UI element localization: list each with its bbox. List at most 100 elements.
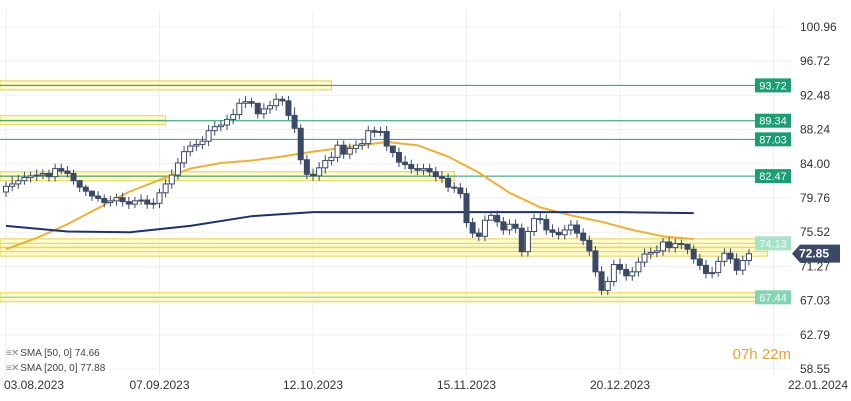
- candle-body-up: [3, 185, 9, 193]
- candle: [684, 243, 691, 255]
- candle-body-up: [659, 241, 666, 252]
- price-level-tag-label: 67.44: [759, 292, 787, 304]
- y-tick-label: 58.55: [800, 362, 830, 376]
- candle-body-down: [70, 172, 77, 182]
- candle-body-down: [82, 186, 89, 192]
- candle-body-up: [230, 114, 237, 120]
- candle-body-up: [322, 160, 329, 169]
- candle-body-up: [653, 250, 660, 253]
- price-level-tag: [755, 290, 791, 305]
- candle-body-up: [506, 223, 513, 231]
- candle: [383, 125, 390, 151]
- candle: [696, 254, 703, 271]
- candle: [438, 171, 445, 184]
- candle-body-down: [64, 170, 71, 174]
- candle-body-up: [709, 272, 716, 275]
- candle: [537, 212, 544, 225]
- candle: [310, 168, 316, 181]
- price-level-tag-label: 82.47: [759, 171, 787, 183]
- current-price-label: 72.85: [799, 247, 829, 261]
- candle-body-up: [641, 253, 648, 263]
- candle: [346, 143, 353, 159]
- candle-body-up: [21, 176, 28, 182]
- price-level-tag-label: 74.13: [759, 238, 787, 250]
- candle: [494, 210, 501, 227]
- indicator-settings-icon[interactable]: ≡✕: [6, 348, 19, 359]
- candle-body-down: [408, 164, 415, 170]
- candle-body-down: [45, 172, 52, 178]
- candle-body-up: [531, 218, 538, 233]
- y-tick-label: 96.72: [800, 54, 830, 68]
- candle-body-down: [537, 218, 544, 221]
- candle-body-down: [389, 145, 396, 153]
- candle: [629, 266, 636, 281]
- candle: [469, 217, 476, 238]
- candle: [647, 247, 654, 259]
- candle-body-down: [623, 268, 630, 277]
- candle: [592, 246, 599, 277]
- candle-body-up: [647, 251, 654, 255]
- candle-body-down: [543, 218, 550, 231]
- candle: [739, 255, 746, 276]
- legend-sma50-label: SMA [50, 0] 74.66: [20, 348, 100, 359]
- candle-body-up: [352, 144, 359, 149]
- candle-body-down: [574, 224, 581, 234]
- timer-minutes: 22: [761, 346, 779, 363]
- x-tick-label: 15.11.2023: [437, 378, 496, 392]
- candle: [45, 169, 52, 182]
- candle-body-up: [260, 108, 267, 115]
- candle: [531, 213, 538, 237]
- candle-body-up: [524, 231, 531, 253]
- timer-hours-unit: h: [749, 346, 758, 363]
- candle: [432, 166, 439, 182]
- candle-body-down: [592, 250, 599, 273]
- candle: [27, 171, 34, 183]
- candle: [273, 93, 280, 111]
- candle-body-down: [395, 151, 402, 163]
- candle: [131, 196, 138, 209]
- candle-body-down: [438, 176, 445, 179]
- candle: [88, 190, 95, 201]
- x-tick-label: 07.09.2023: [129, 378, 189, 392]
- candle: [426, 163, 433, 177]
- candle-body-up: [156, 192, 163, 204]
- candle: [144, 195, 151, 209]
- candle: [702, 259, 709, 279]
- indicator-settings-icon[interactable]: ≡✕: [6, 363, 19, 374]
- candle-body-up: [150, 202, 157, 205]
- candle-body-up: [211, 126, 218, 132]
- price-level-tag: [755, 78, 791, 93]
- candle: [659, 237, 666, 256]
- candle: [279, 96, 286, 106]
- candle-body-up: [15, 180, 22, 185]
- y-tick-label: 71.27: [800, 259, 830, 273]
- x-tick-label: 22.01.2024: [788, 378, 848, 392]
- candle-body-down: [248, 101, 255, 104]
- candle: [230, 108, 237, 125]
- candle: [666, 237, 673, 253]
- candle-body-up: [567, 224, 574, 231]
- legend-sma50[interactable]: ≡✕ SMA [50, 0] 74.66: [6, 348, 100, 359]
- candle-countdown-timer: 07h 22m: [733, 346, 791, 363]
- candle: [727, 248, 734, 264]
- candle-body-up: [604, 281, 611, 291]
- candle-body-up: [561, 229, 568, 236]
- candle: [101, 194, 108, 208]
- candle-body-down: [291, 114, 298, 129]
- candle-body-down: [457, 187, 464, 195]
- legend-sma200[interactable]: ≡✕ SMA [200, 0] 77.88: [6, 363, 105, 374]
- candle-body-down: [696, 258, 703, 266]
- candle-body-up: [107, 200, 114, 203]
- price-level-tag: [755, 169, 791, 184]
- candle: [70, 169, 77, 185]
- candle: [414, 163, 421, 176]
- y-tick-label: 75.52: [800, 225, 830, 239]
- candle-body-up: [224, 118, 231, 126]
- candle-body-up: [273, 98, 280, 107]
- candle-body-down: [58, 168, 65, 172]
- price-level-tag: [755, 132, 791, 147]
- candle-body-up: [27, 175, 34, 178]
- candle: [303, 154, 310, 180]
- candle: [475, 228, 482, 242]
- timer-minutes-unit: m: [778, 346, 792, 363]
